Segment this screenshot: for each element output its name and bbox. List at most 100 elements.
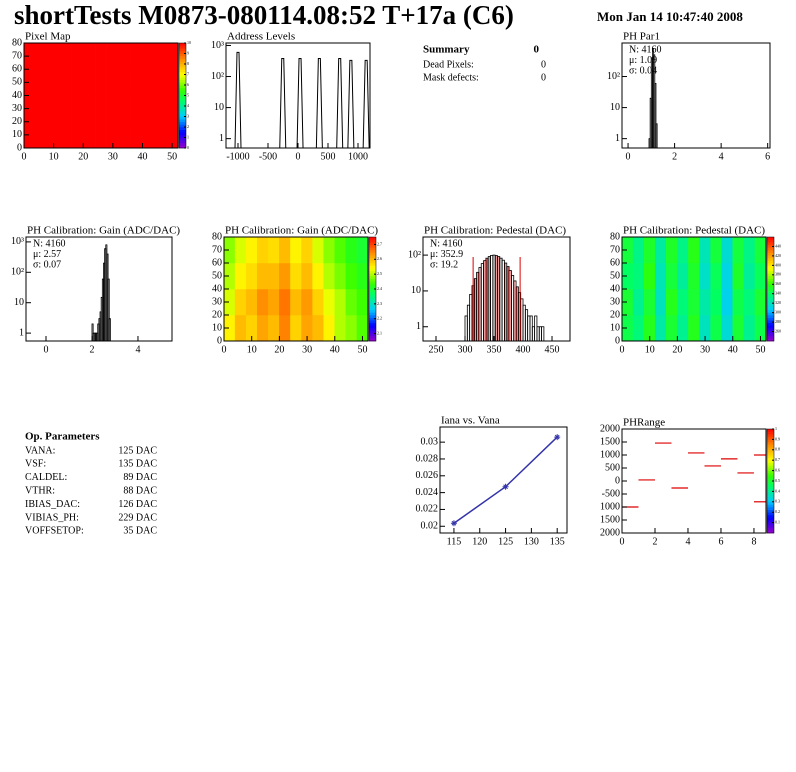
data-point	[502, 483, 509, 490]
color-bar	[767, 431, 774, 435]
x-tick-label: 0	[620, 344, 625, 355]
spike	[234, 51, 242, 149]
heatmap-cell	[154, 42, 167, 70]
stats-text: σ: 0.04	[629, 65, 657, 76]
color-bar	[767, 286, 774, 290]
z-tick-label: 0.2	[775, 509, 780, 514]
heatmap-cell	[245, 262, 258, 290]
color-bar	[369, 294, 376, 298]
heatmap-cell	[688, 262, 700, 290]
z-tick-label: 340	[775, 291, 781, 296]
z-tick-label: 0.8	[775, 447, 780, 452]
color-bar	[767, 320, 774, 324]
y-tick-label: 20	[12, 116, 22, 127]
color-bar	[179, 79, 186, 83]
color-bar	[179, 137, 186, 141]
heatmap-cell	[732, 262, 745, 290]
color-bar	[767, 499, 774, 503]
color-bar	[767, 512, 774, 516]
x-tick-label: 400	[516, 344, 531, 355]
color-bar	[767, 488, 774, 492]
y-tick-label: 10³	[11, 236, 24, 247]
x-tick-label: 10	[247, 344, 257, 355]
x-tick-label: 0	[296, 151, 301, 162]
heatmap-cell	[312, 262, 324, 290]
color-bar	[369, 291, 376, 295]
heatmap-cell	[732, 236, 745, 264]
y-tick-label: 60	[12, 64, 22, 75]
heatmap-cell	[130, 42, 143, 70]
z-tick-label: 300	[775, 310, 781, 315]
color-bar	[767, 470, 774, 474]
heatmap-cell	[234, 236, 247, 264]
heatmap-cell	[165, 69, 179, 96]
heatmap-cell	[677, 262, 689, 290]
z-tick-label: 1	[187, 134, 189, 139]
color-bar	[179, 77, 186, 81]
x-tick-label: 350	[487, 344, 502, 355]
z-tick-label: 2.7	[377, 241, 382, 246]
x-tick-label: 40	[728, 344, 738, 355]
color-bar	[369, 302, 376, 305]
chart: PH Calibration: Pedestal (DAC)0 10 20 30 40 5…	[610, 225, 781, 356]
heatmap-cell	[743, 236, 756, 264]
z-tick-label: 0.7	[775, 457, 780, 462]
color-bar	[767, 322, 774, 326]
color-bar	[767, 527, 774, 531]
color-bar	[767, 252, 774, 256]
y-tick-label: 60	[212, 257, 222, 268]
heatmap-cell	[688, 288, 700, 316]
op-name: VIBIAS_PH:	[25, 512, 79, 523]
heatmap-cell	[721, 288, 734, 316]
z-tick-label: 0.4	[775, 488, 780, 493]
y-tick-label: 0.026	[416, 470, 439, 481]
heatmap-cell	[59, 42, 72, 70]
color-bar	[179, 58, 186, 62]
plot-frame	[422, 236, 571, 342]
color-bar	[179, 100, 186, 104]
color-bar	[767, 462, 774, 466]
x-tick-label: 10	[49, 151, 59, 162]
heatmap-cell	[154, 95, 167, 122]
z-tick-label: 3	[187, 113, 189, 118]
x-tick-label: 250	[428, 344, 443, 355]
heatmap-cell	[732, 288, 745, 316]
x-tick-label: 130	[524, 536, 539, 547]
y-tick-label: 20	[610, 309, 620, 320]
color-bar	[369, 325, 376, 329]
y-tick-label: 10	[610, 322, 620, 333]
color-bar	[767, 294, 774, 298]
color-bar	[369, 276, 376, 279]
heatmap-cell	[666, 314, 678, 342]
color-bar	[767, 263, 774, 266]
y-tick-label: 80	[12, 37, 22, 48]
spike	[362, 59, 370, 149]
x-tick-label: 30	[700, 344, 710, 355]
x-tick-label: 20	[672, 344, 682, 355]
color-bar	[767, 444, 774, 448]
color-bar	[369, 330, 376, 334]
x-tick-label: 0	[620, 536, 625, 547]
heatmap-cell	[632, 288, 645, 316]
heatmap-cell	[710, 288, 722, 316]
z-tick-label: 2	[187, 124, 189, 129]
heatmap-cell	[154, 121, 167, 149]
heatmap-cell	[59, 95, 72, 122]
heatmap-cell	[245, 236, 258, 264]
color-bar	[369, 244, 376, 248]
color-bar	[369, 268, 376, 272]
heatmap-cell	[130, 69, 143, 96]
heatmap-cell	[279, 314, 291, 342]
z-tick-label: 0.1	[775, 520, 780, 525]
heatmap-cell	[754, 288, 767, 316]
color-bar	[179, 121, 186, 125]
heatmap-cell	[47, 42, 60, 70]
y-tick-label: 30	[610, 296, 620, 307]
y-tick-label: 10	[12, 129, 22, 140]
chart-title: PH Calibration: Pedestal (DAC)	[623, 225, 765, 237]
heatmap-cell	[279, 262, 291, 290]
y-tick-label: 10	[214, 102, 224, 113]
y-tick-label: 0.022	[416, 504, 439, 515]
color-bar	[369, 299, 376, 303]
